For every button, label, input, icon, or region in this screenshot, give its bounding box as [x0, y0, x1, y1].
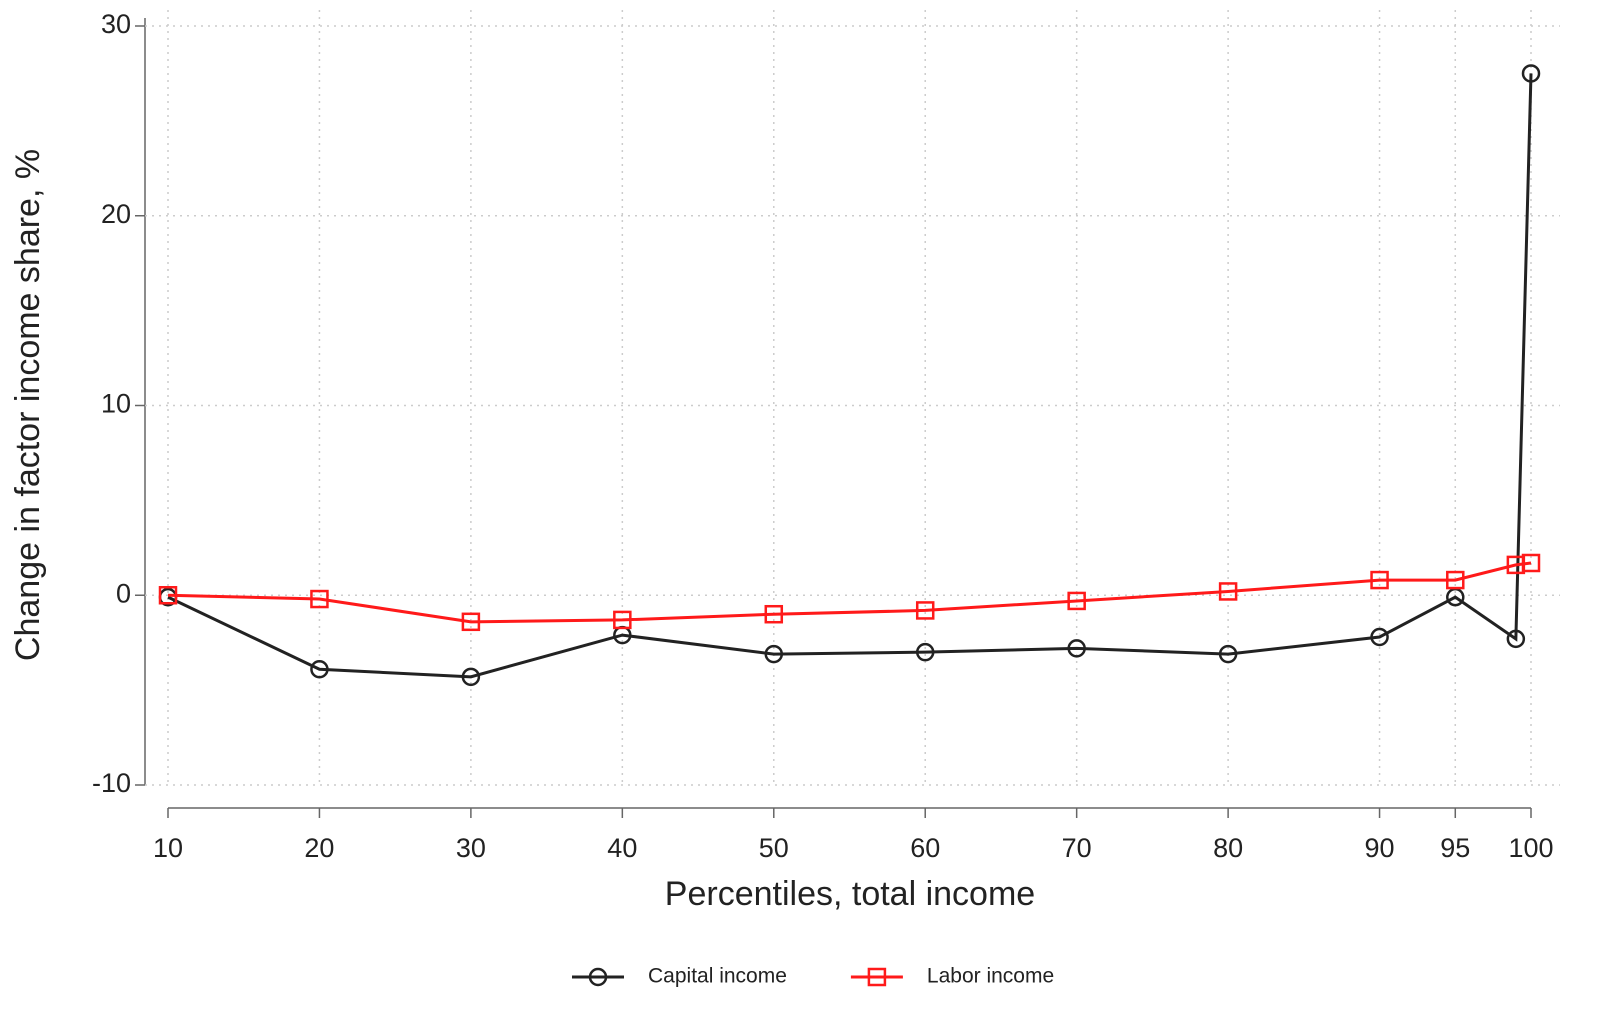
- x-tick-label: 10: [153, 833, 183, 863]
- series-line: [167, 561, 1532, 624]
- marker: [158, 586, 178, 605]
- y-tick-label: -10: [92, 768, 131, 798]
- x-tick-label: 90: [1365, 833, 1395, 863]
- x-tick-label: 70: [1062, 833, 1092, 863]
- x-tick-label: 30: [456, 833, 486, 863]
- legend-label: Capital income: [648, 965, 787, 988]
- x-tick-label: 60: [910, 833, 940, 863]
- y-tick-label: 0: [116, 578, 131, 608]
- legend-marker: [867, 967, 887, 987]
- marker: [1446, 570, 1465, 590]
- marker: [1067, 639, 1086, 658]
- marker: [915, 642, 935, 662]
- marker: [1218, 644, 1238, 664]
- marker: [310, 660, 329, 679]
- y-tick-label: 20: [101, 199, 131, 229]
- x-axis-title: Percentiles, total income: [665, 875, 1035, 913]
- marker: [1521, 553, 1541, 573]
- marker: [915, 601, 935, 620]
- legend-label: Labor income: [927, 965, 1054, 988]
- marker: [1218, 582, 1238, 601]
- marker: [1370, 570, 1389, 590]
- x-tick-label: 50: [759, 833, 789, 863]
- x-tick-label: 80: [1213, 833, 1243, 863]
- marker: [1370, 627, 1389, 647]
- marker: [613, 610, 632, 630]
- marker: [1506, 629, 1526, 649]
- x-tick-label: 95: [1440, 833, 1470, 863]
- series-line: [167, 73, 1533, 679]
- marker: [1067, 591, 1086, 611]
- y-axis-title: Change in factor income share, %: [9, 149, 47, 661]
- x-tick-label: 100: [1508, 833, 1553, 863]
- marker: [461, 612, 481, 632]
- marker: [461, 667, 481, 687]
- legend-marker: [588, 967, 608, 987]
- x-tick-label: 40: [607, 833, 637, 863]
- marker: [1521, 64, 1541, 83]
- x-tick-label: 20: [304, 833, 334, 863]
- marker: [764, 604, 784, 624]
- y-tick-label: 30: [101, 9, 131, 39]
- y-tick-label: 10: [101, 389, 131, 419]
- marker: [764, 644, 784, 664]
- marker: [310, 589, 329, 609]
